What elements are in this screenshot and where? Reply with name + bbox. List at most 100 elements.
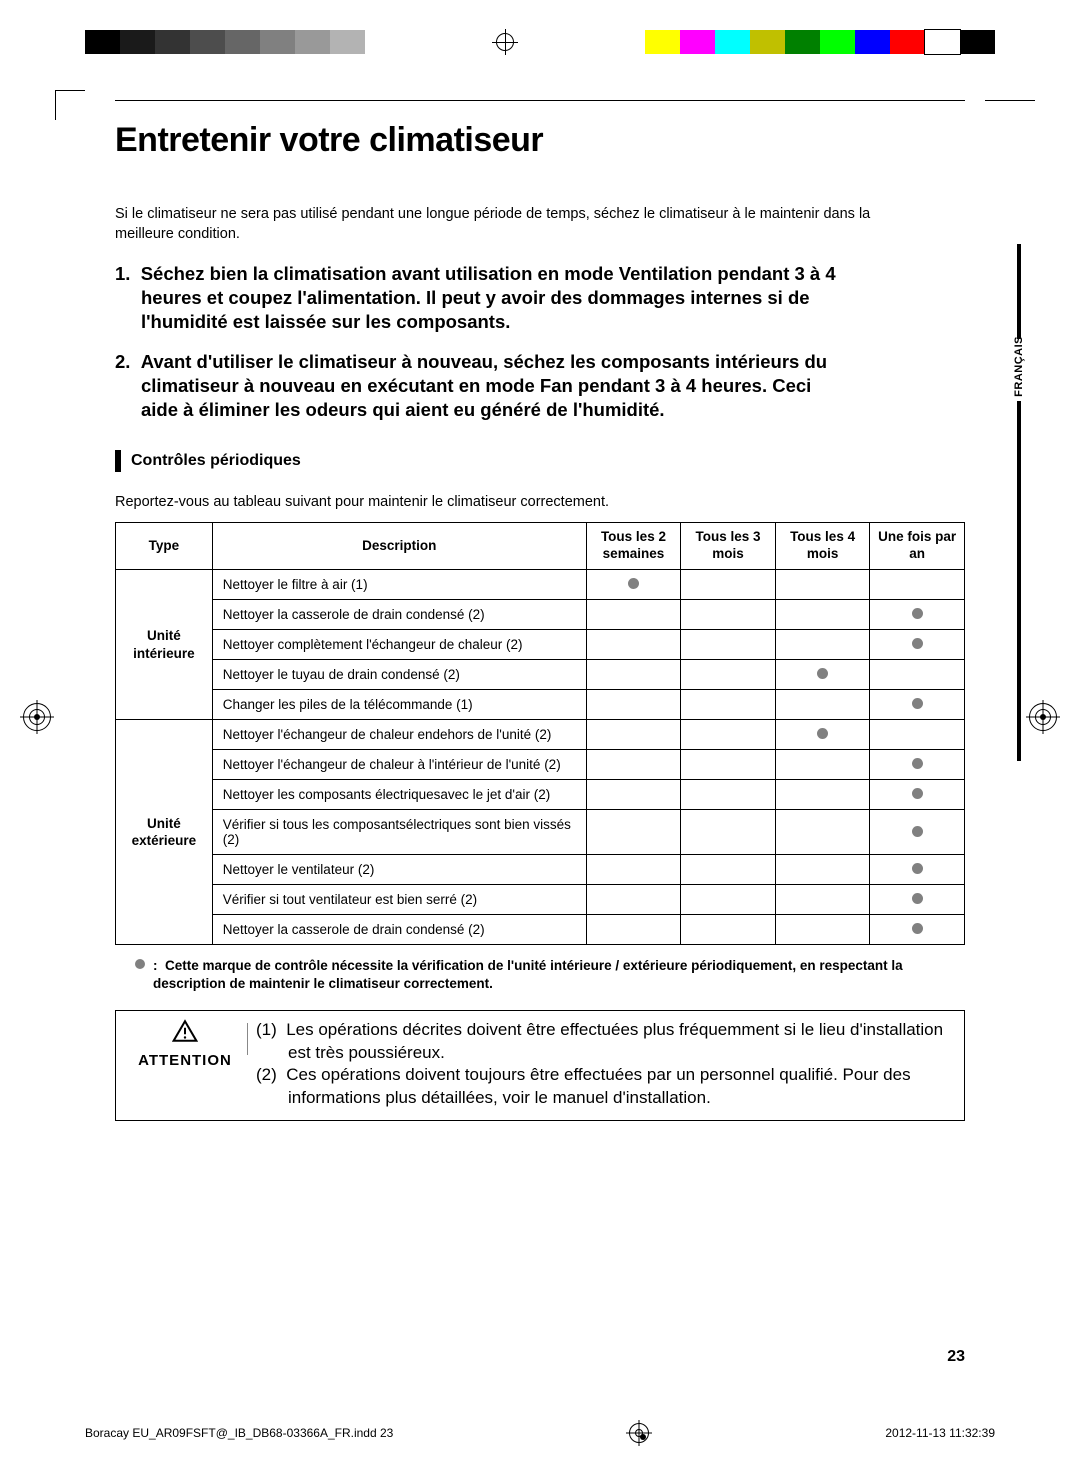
instruction-1: 1. Séchez bien la climatisation avant ut… (115, 262, 845, 334)
check-cell (586, 780, 681, 810)
check-cell (775, 885, 870, 915)
description-cell: Nettoyer complètement l'échangeur de cha… (212, 630, 586, 660)
page-content: FRANÇAIS Entretenir votre climatiseur Si… (115, 100, 965, 1376)
check-cell (586, 885, 681, 915)
check-cell (775, 630, 870, 660)
table-row: UnitéintérieureNettoyer le filtre à air … (116, 570, 965, 600)
table-row: Changer les piles de la télécommande (1) (116, 690, 965, 720)
description-cell: Nettoyer les composants électriquesavec … (212, 780, 586, 810)
table-row: Vérifier si tous les composantsélectriqu… (116, 810, 965, 855)
check-cell (775, 690, 870, 720)
registration-mark-icon (1026, 700, 1060, 734)
check-dot-icon (912, 638, 923, 649)
registration-mark-icon (20, 700, 54, 734)
attention-note-2: (2) Ces opérations doivent toujours être… (256, 1064, 950, 1110)
description-cell: Vérifier si tout ventilateur est bien se… (212, 885, 586, 915)
description-cell: Nettoyer la casserole de drain condensé … (212, 600, 586, 630)
check-cell (775, 750, 870, 780)
check-dot-icon (628, 578, 639, 589)
check-cell (681, 630, 776, 660)
check-cell (586, 600, 681, 630)
check-cell (681, 720, 776, 750)
table-header: Une fois paran (870, 523, 965, 570)
check-cell (870, 630, 965, 660)
check-cell (681, 660, 776, 690)
check-cell (586, 630, 681, 660)
print-footer: Boracay EU_AR09FSFT@_IB_DB68-03366A_FR.i… (85, 1420, 995, 1446)
warning-icon (172, 1019, 198, 1043)
description-cell: Nettoyer le tuyau de drain condensé (2) (212, 660, 586, 690)
check-cell (775, 570, 870, 600)
intro-text: Si le climatiseur ne sera pas utilisé pe… (115, 205, 875, 244)
check-dot-icon (912, 826, 923, 837)
description-cell: Nettoyer l'échangeur de chaleur à l'inté… (212, 750, 586, 780)
check-cell (681, 570, 776, 600)
check-dot-icon (817, 668, 828, 679)
table-header: Tous les 3mois (681, 523, 776, 570)
check-cell (586, 855, 681, 885)
check-dot-icon (912, 923, 923, 934)
check-cell (681, 600, 776, 630)
check-cell (586, 720, 681, 750)
side-index-bar (1017, 401, 1021, 761)
section-title: Contrôles périodiques (131, 452, 301, 470)
check-dot-icon (912, 608, 923, 619)
check-cell (586, 690, 681, 720)
check-cell (870, 885, 965, 915)
table-row: Nettoyer la casserole de drain condensé … (116, 600, 965, 630)
check-cell (775, 660, 870, 690)
description-cell: Vérifier si tous les composantsélectriqu… (212, 810, 586, 855)
attention-note-1: (1) Les opérations décrites doivent être… (256, 1019, 950, 1065)
table-row: Nettoyer la casserole de drain condensé … (116, 915, 965, 945)
table-legend: : Cette marque de contrôle nécessite la … (115, 957, 965, 993)
check-cell (870, 780, 965, 810)
check-cell (870, 660, 965, 690)
type-cell: Unitéextérieure (116, 720, 213, 945)
check-cell (775, 600, 870, 630)
table-row: Nettoyer les composants électriquesavec … (116, 780, 965, 810)
check-cell (870, 750, 965, 780)
registration-mark-icon (492, 29, 518, 55)
section-bar-icon (115, 450, 121, 472)
check-cell (681, 780, 776, 810)
check-cell (586, 750, 681, 780)
table-header: Tous les 4mois (775, 523, 870, 570)
check-cell (775, 780, 870, 810)
legend-text: : Cette marque de contrôle nécessite la … (153, 957, 913, 993)
check-dot-icon (912, 893, 923, 904)
check-cell (870, 915, 965, 945)
registration-mark-icon (626, 1420, 652, 1446)
attention-text: (1) Les opérations décrites doivent être… (256, 1019, 950, 1111)
footer-filename: Boracay EU_AR09FSFT@_IB_DB68-03366A_FR.i… (85, 1426, 393, 1440)
check-dot-icon (135, 959, 145, 969)
check-cell (681, 885, 776, 915)
table-row: Nettoyer le ventilateur (2) (116, 855, 965, 885)
check-cell (681, 810, 776, 855)
attention-label: ATTENTION (130, 1052, 240, 1069)
printer-color-bar (85, 30, 995, 54)
check-cell (586, 660, 681, 690)
section-header: Contrôles périodiques (115, 450, 965, 472)
check-cell (775, 855, 870, 885)
description-cell: Changer les piles de la télécommande (1) (212, 690, 586, 720)
check-cell (870, 720, 965, 750)
footer-timestamp: 2012-11-13 11:32:39 (885, 1426, 995, 1440)
maintenance-table: TypeDescriptionTous les 2semainesTous le… (115, 522, 965, 945)
check-cell (775, 720, 870, 750)
section-intro: Reportez-vous au tableau suivant pour ma… (115, 494, 965, 510)
check-cell (775, 810, 870, 855)
page-title: Entretenir votre climatiseur (115, 121, 965, 160)
description-cell: Nettoyer le ventilateur (2) (212, 855, 586, 885)
table-row: UnitéextérieureNettoyer l'échangeur de c… (116, 720, 965, 750)
table-row: Vérifier si tout ventilateur est bien se… (116, 885, 965, 915)
check-cell (870, 570, 965, 600)
description-cell: Nettoyer le filtre à air (1) (212, 570, 586, 600)
check-dot-icon (912, 758, 923, 769)
check-dot-icon (912, 863, 923, 874)
table-row: Nettoyer complètement l'échangeur de cha… (116, 630, 965, 660)
crop-mark (55, 90, 85, 120)
description-cell: Nettoyer la casserole de drain condensé … (212, 915, 586, 945)
check-cell (870, 855, 965, 885)
table-row: Nettoyer l'échangeur de chaleur à l'inté… (116, 750, 965, 780)
language-label: FRANÇAIS (1013, 336, 1025, 397)
